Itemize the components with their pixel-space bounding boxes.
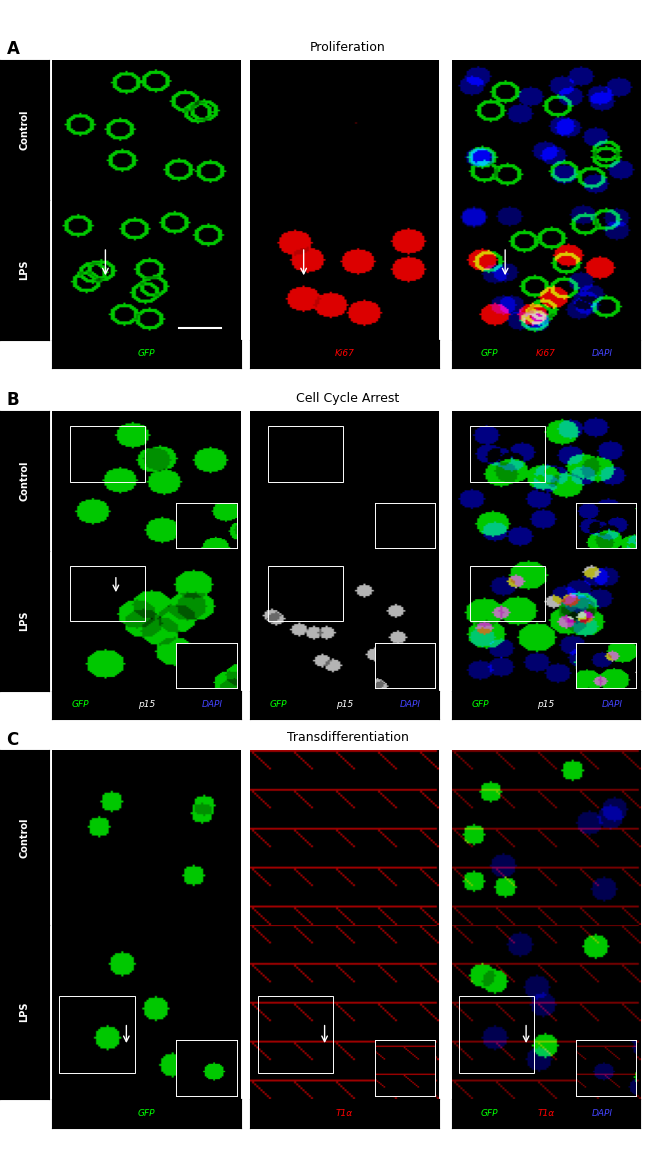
Text: GFP: GFP [481, 350, 498, 358]
Bar [469, 426, 545, 481]
Text: p15: p15 [336, 701, 353, 709]
Text: GFP: GFP [270, 701, 287, 709]
Text: T1α: T1α [336, 1110, 353, 1118]
Bar [469, 565, 545, 622]
Bar [459, 996, 534, 1073]
Text: GFP: GFP [138, 1110, 155, 1118]
Text: Control: Control [20, 460, 29, 501]
Text: p15: p15 [138, 701, 155, 709]
Text: DAPI: DAPI [202, 701, 223, 709]
Text: Ki67: Ki67 [335, 350, 354, 358]
Text: LPS: LPS [20, 1001, 29, 1022]
Text: GFP: GFP [471, 701, 489, 709]
Text: Proliferation: Proliferation [310, 40, 385, 54]
Text: T1α: T1α [538, 1110, 554, 1118]
Text: Transdifferentiation: Transdifferentiation [287, 731, 409, 745]
Text: Cell Cycle Arrest: Cell Cycle Arrest [296, 391, 399, 405]
Text: B: B [6, 391, 19, 410]
Text: DAPI: DAPI [400, 701, 421, 709]
Text: p15: p15 [538, 701, 554, 709]
Text: Ki67: Ki67 [536, 350, 556, 358]
Text: GFP: GFP [138, 350, 155, 358]
Bar [268, 565, 343, 622]
Text: DAPI: DAPI [592, 1110, 613, 1118]
Text: A: A [6, 40, 20, 59]
Text: LPS: LPS [20, 259, 29, 280]
Text: Control: Control [20, 817, 29, 857]
Text: DAPI: DAPI [601, 701, 623, 709]
Text: LPS: LPS [20, 610, 29, 631]
Text: DAPI: DAPI [592, 350, 613, 358]
Bar [70, 565, 145, 622]
Bar [70, 426, 145, 481]
Text: C: C [6, 731, 19, 749]
Bar [59, 996, 135, 1073]
Text: GFP: GFP [72, 701, 89, 709]
Bar [268, 426, 343, 481]
Bar [257, 996, 333, 1073]
Text: GFP: GFP [481, 1110, 498, 1118]
Text: Control: Control [20, 109, 29, 150]
